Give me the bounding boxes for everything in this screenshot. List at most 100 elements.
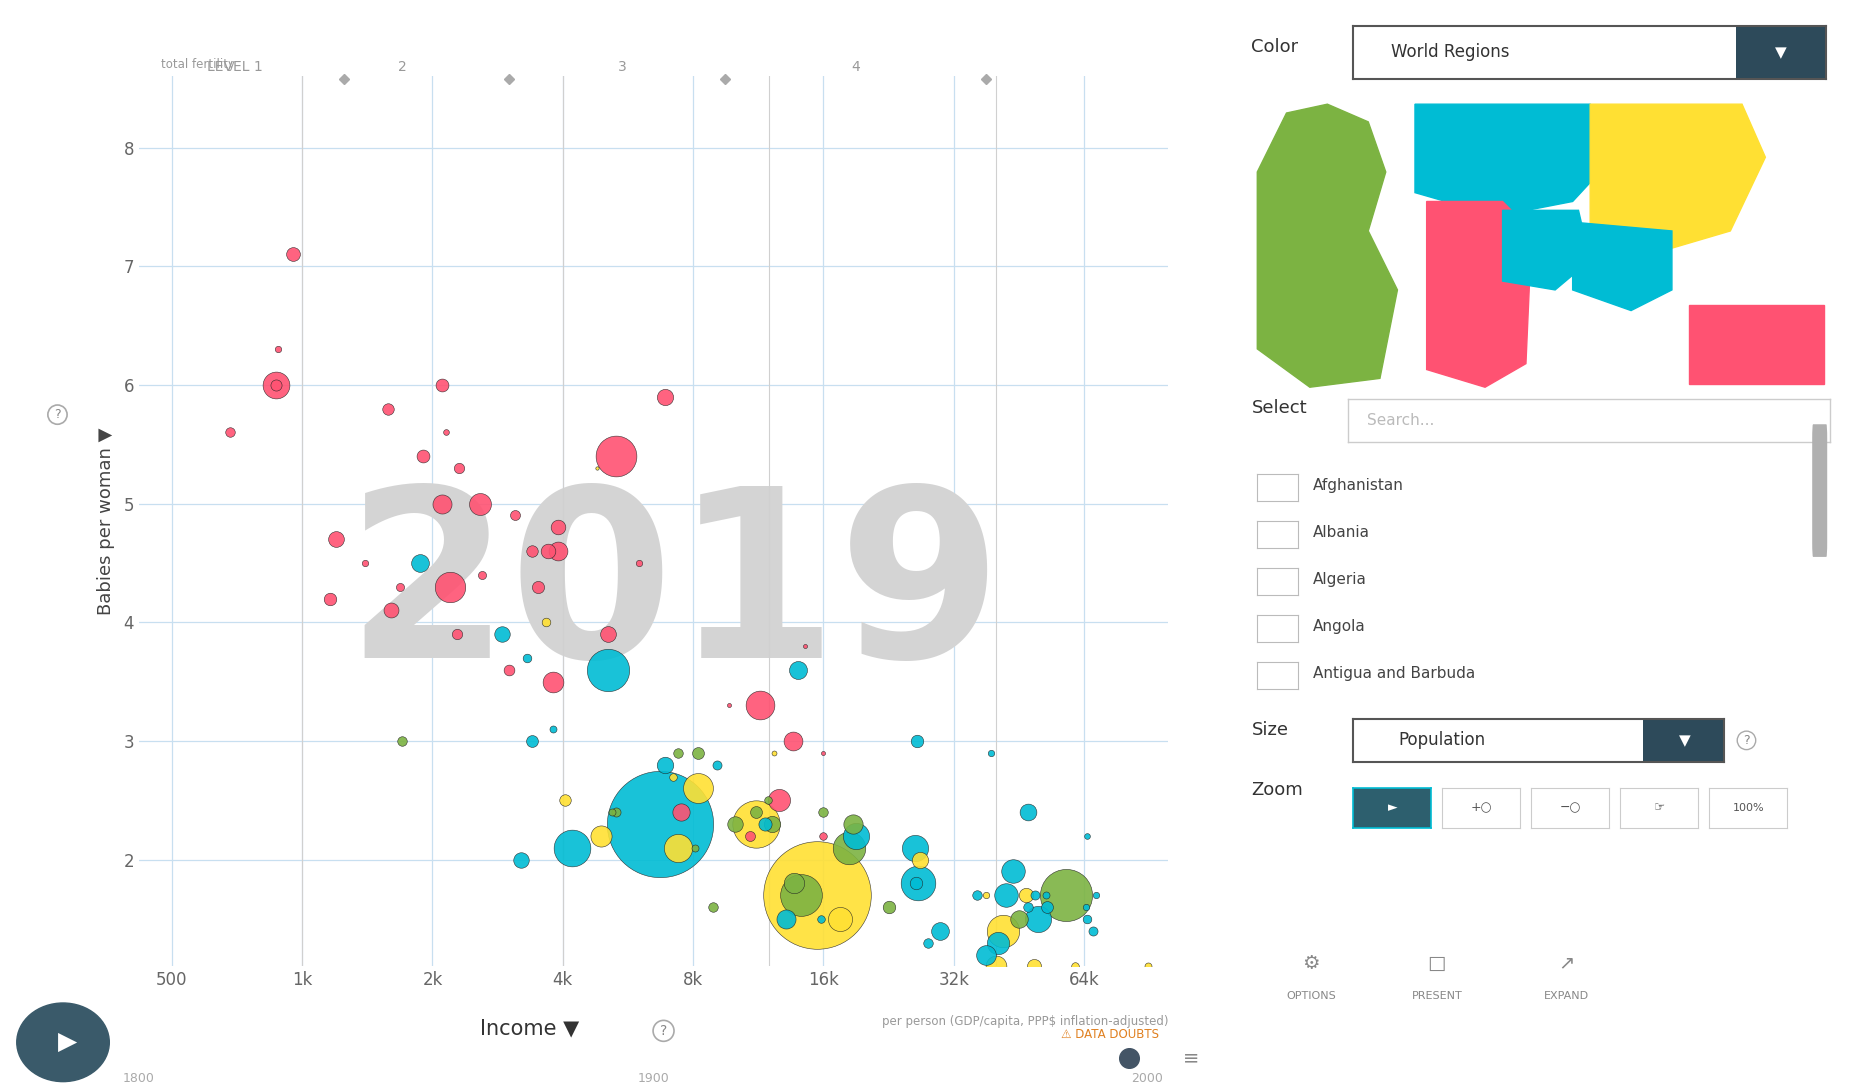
Polygon shape: [1415, 104, 1613, 216]
Point: [1051, 887, 1081, 904]
Point: [714, 697, 743, 714]
Point: [551, 792, 580, 809]
Point: [1005, 911, 1035, 928]
Point: [734, 827, 764, 844]
Polygon shape: [1502, 211, 1591, 290]
Polygon shape: [1257, 104, 1398, 388]
Point: [680, 839, 710, 856]
Point: [971, 946, 1001, 963]
Point: [215, 424, 245, 441]
Point: [261, 377, 291, 394]
Point: [771, 911, 801, 928]
Point: [664, 744, 693, 761]
Point: [808, 744, 838, 761]
Point: [664, 839, 693, 856]
Point: [666, 804, 695, 821]
Point: [903, 875, 933, 892]
Point: [625, 555, 654, 572]
Text: Afghanistan: Afghanistan: [1313, 478, 1403, 494]
Point: [601, 804, 630, 821]
Point: [988, 922, 1018, 939]
Point: [875, 899, 905, 916]
Text: Income ▼: Income ▼: [480, 1018, 580, 1038]
Point: [582, 460, 612, 477]
Point: [350, 555, 380, 572]
Polygon shape: [1572, 222, 1672, 310]
Point: [1133, 958, 1162, 975]
Point: [779, 733, 808, 750]
Text: □: □: [1428, 953, 1446, 973]
Point: [825, 911, 855, 928]
Point: [977, 744, 1007, 761]
Text: Antigua and Barbuda: Antigua and Barbuda: [1313, 666, 1476, 681]
Text: ?: ?: [660, 1024, 667, 1037]
Text: Search...: Search...: [1366, 413, 1435, 428]
Point: [597, 804, 627, 821]
Text: 1900: 1900: [638, 1072, 669, 1085]
Point: [1060, 958, 1090, 975]
Point: [1010, 887, 1040, 904]
Point: [1031, 887, 1060, 904]
Point: [786, 887, 816, 904]
Point: [517, 733, 547, 750]
Point: [764, 792, 794, 809]
Text: 3: 3: [617, 60, 627, 74]
Text: Color: Color: [1251, 38, 1298, 56]
Point: [838, 816, 868, 833]
FancyBboxPatch shape: [1811, 424, 1828, 557]
Text: Angola: Angola: [1313, 619, 1365, 634]
FancyBboxPatch shape: [1737, 26, 1826, 79]
Text: Select: Select: [1251, 399, 1307, 416]
Text: −○: −○: [1559, 802, 1581, 815]
Point: [806, 911, 836, 928]
Text: ≡: ≡: [1183, 1048, 1200, 1068]
Text: 100%: 100%: [1732, 803, 1765, 814]
Point: [538, 721, 567, 738]
Point: [962, 887, 992, 904]
Point: [808, 827, 838, 844]
Point: [925, 922, 955, 939]
Text: total fertility: total fertility: [161, 58, 235, 71]
Point: [1014, 804, 1044, 821]
Point: [899, 839, 929, 856]
Point: [699, 899, 729, 916]
Point: [651, 388, 680, 405]
Text: 1800: 1800: [122, 1072, 156, 1085]
Point: [1014, 899, 1044, 916]
Point: [315, 590, 345, 607]
Text: 2: 2: [397, 60, 406, 74]
Point: [803, 887, 832, 904]
Point: [1033, 899, 1062, 916]
Text: ↗: ↗: [1559, 953, 1574, 973]
Text: PRESENT: PRESENT: [1411, 990, 1463, 1001]
Point: [488, 626, 517, 643]
Point: [682, 744, 712, 761]
Point: [523, 578, 552, 595]
Point: [658, 768, 688, 785]
Point: [1072, 827, 1101, 844]
Text: Zoom: Zoom: [1251, 781, 1303, 798]
Point: [808, 804, 838, 821]
Point: [593, 661, 623, 678]
Point: [387, 733, 417, 750]
Point: [1072, 899, 1101, 916]
Text: 2000: 2000: [1131, 1072, 1162, 1085]
Polygon shape: [1591, 104, 1765, 251]
Point: [386, 578, 415, 595]
Point: [506, 851, 536, 868]
Point: [742, 816, 771, 833]
Point: [426, 377, 456, 394]
Point: [465, 495, 495, 512]
Point: [842, 827, 871, 844]
Text: Size: Size: [1251, 721, 1289, 738]
Point: [1081, 887, 1111, 904]
Point: [543, 543, 573, 560]
Y-axis label: Babies per woman ▼: Babies per woman ▼: [96, 428, 115, 615]
Point: [530, 614, 560, 631]
Circle shape: [17, 1002, 109, 1081]
Point: [682, 780, 712, 797]
Point: [983, 934, 1012, 951]
Point: [436, 578, 465, 595]
Point: [1023, 911, 1053, 928]
Point: [593, 626, 623, 643]
